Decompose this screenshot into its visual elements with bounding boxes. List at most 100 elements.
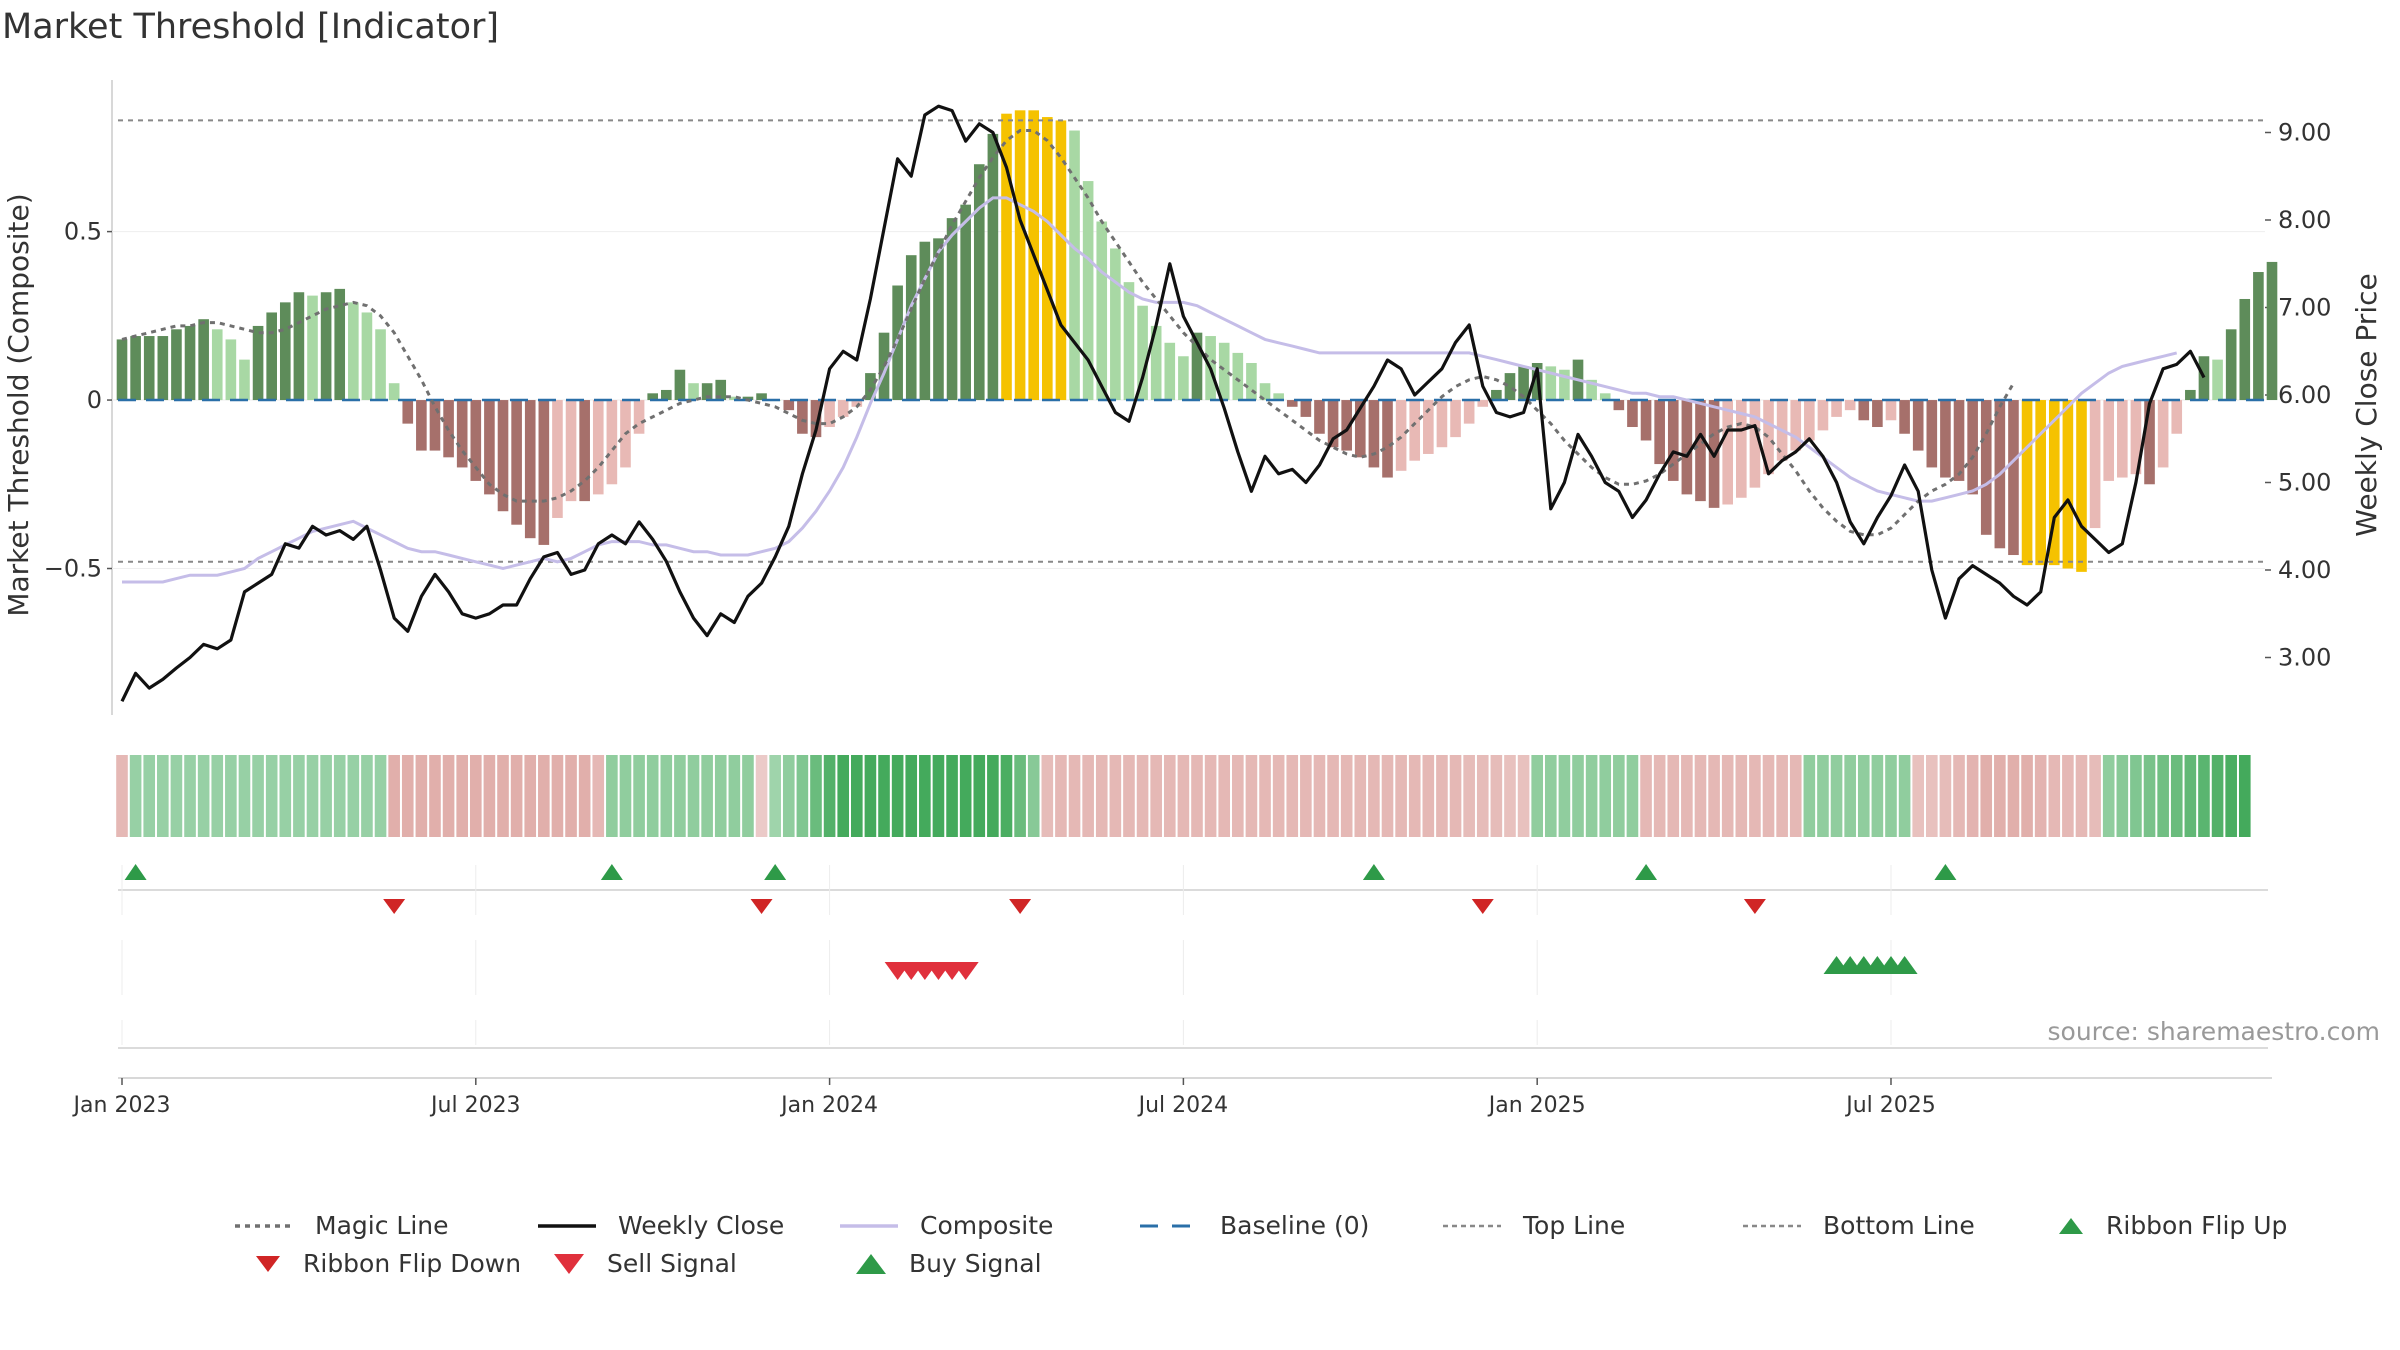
composite-bar <box>742 396 754 401</box>
composite-bar <box>402 400 414 424</box>
magic-line <box>121 129 2015 537</box>
ribbon-cell <box>293 755 305 837</box>
ribbon-cell <box>1572 755 1584 837</box>
ribbon-cell <box>374 755 387 837</box>
ribbon-cell <box>510 755 523 837</box>
y2-axis-label: Weekly Close Price <box>2350 273 2383 536</box>
ribbon-cell <box>851 755 863 837</box>
composite-bar <box>1354 400 1366 458</box>
composite-bar <box>1395 400 1407 471</box>
composite-bar <box>1450 400 1461 438</box>
ribbon-cell <box>2225 755 2237 837</box>
composite-bar <box>2103 400 2115 481</box>
ribbon-cell <box>1980 755 1993 837</box>
sell-signal-marker <box>952 962 979 980</box>
legend-item-top: Top Line <box>1443 1211 1625 1240</box>
composite-bar <box>1640 400 1652 441</box>
composite-bar <box>1654 400 1665 465</box>
y-tick-label: 0.5 <box>64 218 102 246</box>
ribbon-cell <box>728 755 741 837</box>
x-tick-label: Jan 2023 <box>72 1093 171 1118</box>
ribbon-cell <box>1626 755 1639 837</box>
composite-bar <box>1504 373 1516 401</box>
ribbon-cell <box>687 755 700 837</box>
ribbon-cell <box>565 755 577 837</box>
composite-bar <box>1164 342 1176 401</box>
composite-bar <box>279 302 291 401</box>
legend-symbol-flipdown <box>256 1255 280 1272</box>
ribbon-cell <box>1585 755 1598 837</box>
ribbon-cell <box>755 755 768 837</box>
ribbon-cell <box>2102 755 2115 837</box>
composite-bar <box>878 332 890 401</box>
ribbon-cell <box>1531 755 1543 837</box>
ribbon-cell <box>1558 755 1571 837</box>
composite-bar <box>2239 298 2251 401</box>
legend-symbol-close <box>538 1223 596 1228</box>
chart-title: Market Threshold [Indicator] <box>2 7 499 47</box>
ribbon-cell <box>1300 755 1312 837</box>
ribbon-cell <box>1000 755 1013 837</box>
ribbon-cell <box>864 755 877 837</box>
ribbon-cell <box>2143 755 2156 837</box>
ribbon-cell <box>2184 755 2197 837</box>
composite-bar <box>1722 400 1734 505</box>
ribbon-cell <box>660 755 673 837</box>
ribbon-cell <box>1041 755 1054 837</box>
ribbon-cell <box>1776 755 1788 837</box>
ribbon-cell <box>279 755 292 837</box>
legend-item-baseline: Baseline (0) <box>1140 1211 1369 1240</box>
ribbon-cell <box>2238 755 2251 837</box>
composite-bar <box>987 133 999 401</box>
ribbon-flip-down-marker <box>750 899 773 914</box>
ribbon-cell <box>1640 755 1652 837</box>
composite-bar <box>1423 400 1434 454</box>
ribbon-cell <box>810 755 822 837</box>
composite-bar <box>429 400 441 451</box>
composite-bar <box>2021 400 2033 566</box>
ribbon-cell <box>619 755 632 837</box>
ribbon-cell <box>1327 755 1339 837</box>
composite-bar <box>1409 400 1421 461</box>
ribbon-cell <box>1381 755 1394 837</box>
composite-bar <box>1096 221 1108 401</box>
composite-bar <box>1178 356 1189 401</box>
ribbon-cell <box>456 755 468 837</box>
x-tick-label: Jan 2024 <box>779 1093 878 1118</box>
composite-bar <box>1218 342 1230 401</box>
ribbon-cell <box>497 755 509 837</box>
composite-bar <box>1069 130 1080 401</box>
legend-label: Top Line <box>1523 1211 1626 1240</box>
x-tick-label: Jul 2023 <box>429 1093 521 1118</box>
x-tick-label: Jul 2024 <box>1137 1093 1229 1118</box>
composite-bar <box>497 400 509 512</box>
ribbon-cell <box>606 755 618 837</box>
composite-bar <box>688 383 699 401</box>
composite-bar <box>2076 400 2087 572</box>
ribbon-cell <box>2075 755 2088 837</box>
composite-panel: 0.5 0 −0.5 3.00 4.00 5.00 6.00 7.00 8.00 9.00 <box>44 80 2331 715</box>
source-note: source: sharemaestro.com <box>2048 1017 2381 1046</box>
legend-label: Sell Signal <box>607 1249 737 1278</box>
composite-bar <box>171 329 182 401</box>
ribbon-cell <box>1368 755 1380 837</box>
ribbon-cell <box>837 755 850 837</box>
legend-symbol-baseline <box>1140 1224 1198 1227</box>
composite-bar <box>1123 282 1135 401</box>
composite-bar <box>524 400 536 539</box>
composite-bar <box>307 295 318 401</box>
composite-bar <box>211 329 223 401</box>
legend-item-buy: Buy Signal <box>855 1249 1042 1278</box>
ribbon-cell <box>469 755 482 837</box>
composite-bar <box>865 373 876 401</box>
composite-bar <box>1804 400 1815 441</box>
composite-bar <box>1695 400 1706 502</box>
ribbon-cell <box>1218 755 1231 837</box>
legend-item-magic: Magic Line <box>235 1211 449 1240</box>
ribbon-cell <box>1340 755 1353 837</box>
legend-item-flipdown: Ribbon Flip Down <box>255 1249 521 1278</box>
legend-symbol-buy <box>856 1253 886 1274</box>
composite-bar <box>1463 400 1475 424</box>
ribbon-flip-down-marker <box>383 899 406 914</box>
